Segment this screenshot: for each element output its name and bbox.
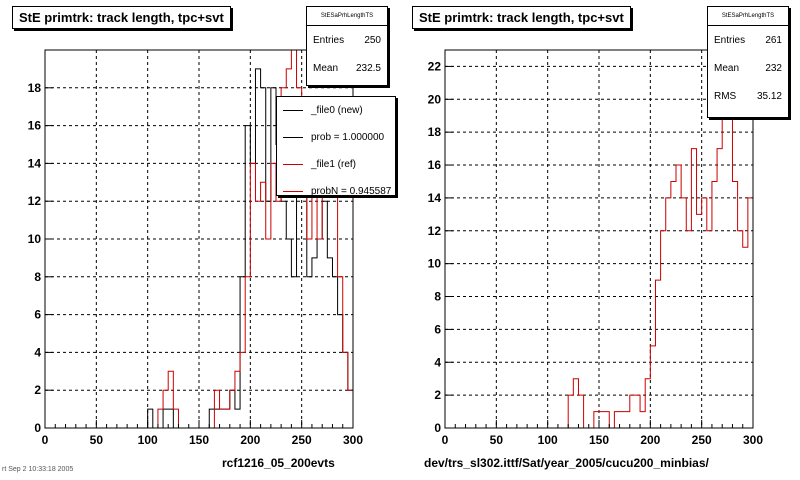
legend-label: _file0 (new)	[311, 105, 363, 116]
legend-line	[283, 110, 303, 111]
y-tick-label: 0	[34, 421, 41, 435]
x-tick-label: 200	[640, 433, 660, 447]
y-tick-label: 0	[434, 421, 441, 435]
y-tick-label: 2	[34, 383, 41, 397]
right-stats-name: StESaPrhLengthTS	[708, 7, 788, 26]
right-histogram: 0 50 100 150 200 250 300 0 2 4 6 8 10 12 14 16 18 20 22	[428, 49, 763, 447]
y-tick-label: 20	[428, 92, 442, 106]
y-tick-label: 8	[434, 290, 441, 304]
y-tick-label: 18	[428, 125, 442, 139]
left-x-label: rcf1216_05_200evts	[222, 456, 335, 470]
x-tick-label: 100	[138, 433, 158, 447]
legend-line	[283, 137, 303, 138]
x-tick-label: 200	[240, 433, 260, 447]
y-tick-label: 2	[434, 388, 441, 402]
left-histogram: 0 50 100 150 200 250 300 0 2 4 6 8 10 12 14 16 18	[28, 49, 363, 447]
legend-entry-file1: _file1 (ref)	[277, 151, 395, 178]
left-entries-label: Entries	[313, 34, 345, 46]
x-tick-label: 250	[692, 433, 712, 447]
y-tick-label: 16	[428, 158, 442, 172]
right-mean-value: 232	[765, 62, 782, 74]
legend-label: _file1 (ref)	[311, 159, 357, 170]
left-stats-name: StESaPrhLengthTS	[307, 7, 387, 26]
x-tick-label: 50	[490, 433, 504, 447]
right-entries-label: Entries	[714, 34, 746, 46]
y-tick-label: 22	[428, 59, 442, 73]
x-tick-label: 0	[42, 433, 49, 447]
x-tick-label: 100	[538, 433, 558, 447]
y-tick-label: 18	[28, 81, 42, 95]
x-tick-label: 150	[189, 433, 209, 447]
y-tick-label: 16	[28, 119, 42, 133]
legend-entry-prob: prob = 1.000000	[277, 124, 395, 151]
right-rms-label: RMS	[714, 90, 737, 102]
right-entries-value: 261	[765, 34, 782, 46]
histogram-series-0	[445, 65, 753, 429]
legend-entry-file0: _file0 (new)	[277, 97, 395, 124]
x-tick-label: 150	[589, 433, 609, 447]
legend-entry-probn: probN = 0.945587	[277, 178, 395, 196]
y-tick-label: 12	[28, 194, 42, 208]
y-tick-label: 8	[34, 270, 41, 284]
left-mean-label: Mean	[313, 62, 339, 74]
y-tick-label: 10	[28, 232, 42, 246]
right-chart-title: StE primtrk: track length, tpc+svt	[412, 6, 631, 29]
y-tick-label: 4	[434, 355, 441, 369]
x-tick-label: 300	[743, 433, 763, 447]
footer-timestamp: rt Sep 2 10:33:18 2005	[2, 466, 74, 473]
y-tick-label: 12	[428, 224, 442, 238]
left-mean-value: 232.5	[355, 62, 381, 74]
legend-line	[283, 191, 303, 192]
right-stats-box: StESaPrhLengthTS Entries 261 Mean 232 RMS 3…	[707, 6, 789, 118]
y-tick-label: 14	[28, 156, 42, 170]
y-tick-label: 4	[34, 345, 41, 359]
x-tick-label: 50	[90, 433, 104, 447]
right-rms-value: 35.12	[756, 90, 782, 102]
left-chart-title: StE primtrk: track length, tpc+svt	[12, 6, 231, 29]
right-mean-label: Mean	[714, 62, 740, 74]
y-tick-label: 6	[34, 308, 41, 322]
y-tick-label: 10	[428, 257, 442, 271]
x-tick-label: 300	[343, 433, 363, 447]
y-tick-label: 14	[428, 191, 442, 205]
x-tick-label: 0	[442, 433, 449, 447]
x-tick-label: 250	[292, 433, 312, 447]
legend-line	[283, 164, 303, 165]
left-entries-value: 250	[364, 34, 381, 46]
right-x-label: dev/trs_sl302.ittf/Sat/year_2005/cucu200…	[424, 456, 709, 470]
y-tick-label: 6	[434, 322, 441, 336]
legend-label: probN = 0.945587	[311, 186, 392, 196]
legend-label: prob = 1.000000	[311, 132, 385, 143]
left-stats-box: StESaPrhLengthTS Entries 250 Mean 232.5	[306, 6, 388, 86]
legend: _file0 (new) prob = 1.000000 _file1 (ref…	[276, 96, 396, 196]
